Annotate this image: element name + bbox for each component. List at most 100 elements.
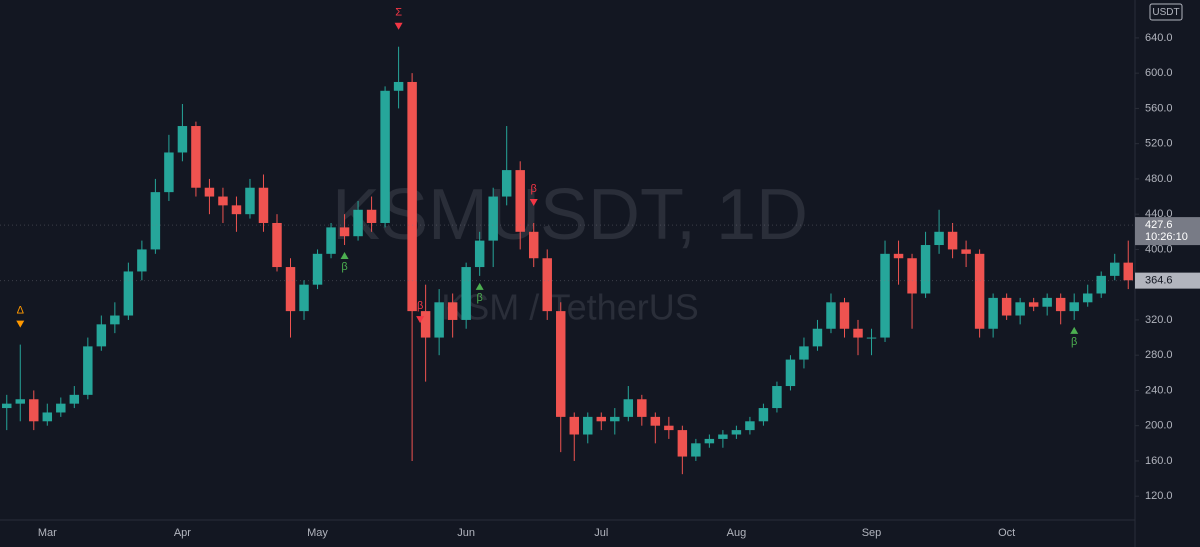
- x-tick-label: Jun: [457, 527, 475, 539]
- candle-body: [96, 324, 107, 347]
- candle-body: [434, 302, 444, 338]
- y-tick-label: 640.0: [1145, 32, 1173, 44]
- candle-body: [920, 245, 931, 294]
- candle-body: [474, 240, 485, 268]
- candle-body: [1069, 302, 1079, 312]
- candle-body: [880, 253, 890, 338]
- y-tick-label: 560.0: [1145, 102, 1173, 114]
- candle-body: [15, 399, 25, 404]
- candle-body: [691, 443, 701, 457]
- y-tick-label: 520.0: [1145, 138, 1173, 150]
- candle-body: [704, 438, 715, 444]
- candle-body: [366, 209, 377, 223]
- watermark: KSMUSDT, 1D: [332, 175, 808, 255]
- candle-body: [556, 311, 566, 417]
- watermark-subtitle: KSM / TetherUS: [441, 287, 698, 328]
- candle-body: [461, 267, 471, 320]
- candle-body: [326, 227, 336, 254]
- last-price-label: 364.6: [1145, 275, 1173, 287]
- candle-body: [515, 170, 525, 232]
- candle-body: [785, 359, 796, 387]
- candle-body: [299, 284, 309, 312]
- signal-marker: [340, 252, 349, 260]
- candle-body: [1110, 262, 1120, 276]
- candle-body: [1055, 297, 1066, 312]
- candle-body: [745, 421, 755, 431]
- signal-marker: [394, 22, 403, 30]
- candle-body: [853, 328, 863, 338]
- candle-body: [231, 205, 242, 215]
- candle-body: [1015, 302, 1025, 316]
- x-tick-label: Sep: [862, 527, 882, 539]
- candle-body: [528, 231, 539, 259]
- x-tick-label: Jul: [594, 527, 608, 539]
- candle-body: [731, 430, 742, 435]
- y-tick-label: 280.0: [1145, 349, 1173, 361]
- candle-body: [407, 81, 417, 312]
- candle-body: [583, 416, 593, 435]
- candle-body: [772, 386, 782, 409]
- x-tick-label: Aug: [727, 527, 747, 539]
- candle-body: [907, 258, 917, 294]
- candle-body: [83, 346, 93, 395]
- candle-body: [839, 302, 850, 329]
- candle-body: [69, 394, 80, 404]
- candle-body: [447, 302, 458, 320]
- candle-body: [542, 258, 552, 312]
- candle-body: [893, 253, 904, 259]
- candle-body: [272, 222, 282, 268]
- candle-body: [488, 196, 498, 241]
- candle-body: [1042, 297, 1052, 307]
- signal-label: Δ: [17, 305, 25, 317]
- x-tick-label: Mar: [38, 527, 57, 539]
- candle-body: [637, 399, 647, 417]
- candle-body: [866, 337, 877, 339]
- signal-label: β: [531, 183, 537, 195]
- candle-body: [1082, 293, 1093, 303]
- y-tick-label: 120.0: [1145, 490, 1173, 502]
- signal-label: β: [1071, 336, 1077, 348]
- signal-label: β: [417, 300, 423, 312]
- candle-body: [758, 408, 769, 422]
- candle-body: [137, 249, 147, 272]
- candle-body: [150, 192, 161, 250]
- countdown: 10:26:10: [1145, 231, 1188, 243]
- candle-body: [812, 328, 823, 347]
- y-tick-label: 240.0: [1145, 384, 1173, 396]
- y-tick-label: 320.0: [1145, 314, 1173, 326]
- candle-body: [204, 187, 215, 197]
- candle-body: [1001, 297, 1012, 316]
- signal-marker: [529, 198, 538, 206]
- candle-body: [961, 249, 971, 254]
- x-tick-label: May: [307, 527, 328, 539]
- candle-body: [650, 416, 661, 426]
- currency-box: [1149, 3, 1183, 21]
- candle-body: [974, 253, 985, 329]
- candle-body: [2, 403, 12, 409]
- x-tick-label: Apr: [174, 527, 191, 539]
- candle-body: [29, 399, 39, 422]
- y-tick-label: 480.0: [1145, 173, 1173, 185]
- candle-body: [191, 126, 201, 188]
- candle-body: [623, 399, 634, 417]
- y-tick-label: 200.0: [1145, 420, 1173, 432]
- signal-label: Σ: [395, 7, 402, 19]
- candle-body: [501, 170, 512, 197]
- candle-body: [218, 196, 228, 206]
- candle-body: [596, 416, 607, 422]
- candle-body: [718, 434, 728, 439]
- candle-body: [947, 231, 958, 250]
- candle-body: [677, 430, 688, 457]
- candle-body: [610, 416, 620, 422]
- candle-body: [245, 187, 255, 215]
- candle-body: [42, 412, 53, 422]
- candle-body: [664, 425, 674, 431]
- signal-label: β: [341, 261, 347, 273]
- candle-body: [934, 231, 944, 246]
- signal-marker: [16, 320, 25, 328]
- y-tick-label: 160.0: [1145, 455, 1173, 467]
- last-price-box: [1135, 272, 1200, 289]
- candle-body: [1096, 275, 1106, 294]
- price-label: 427.6: [1145, 219, 1173, 231]
